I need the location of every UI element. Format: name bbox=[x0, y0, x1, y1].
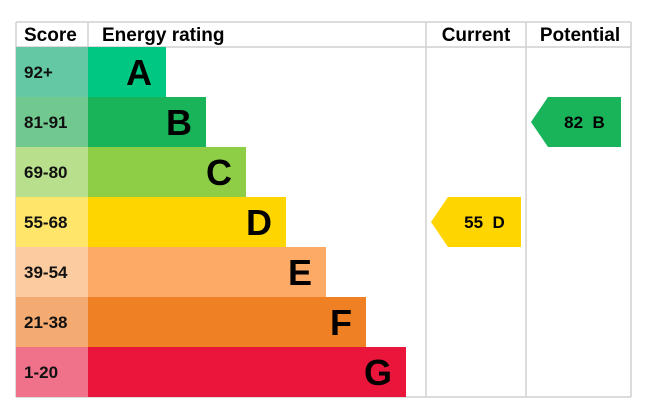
band-bar bbox=[88, 97, 206, 147]
band-letter: D bbox=[246, 202, 272, 243]
score-range-label: 69-80 bbox=[24, 163, 67, 182]
band-row-f: 21-38 F bbox=[16, 297, 366, 347]
band-row-c: 69-80 C bbox=[16, 147, 246, 197]
score-cell bbox=[16, 147, 88, 197]
band-letter: B bbox=[166, 102, 192, 143]
score-range-label: 1-20 bbox=[24, 363, 58, 382]
header-score: Score bbox=[24, 25, 77, 46]
band-row-d: 55-68 D bbox=[16, 197, 286, 247]
band-bar bbox=[88, 347, 406, 397]
current-rating-arrow-shape bbox=[431, 197, 521, 247]
band-bar bbox=[88, 297, 366, 347]
score-cell bbox=[16, 297, 88, 347]
potential-rating-arrow: 82 B bbox=[531, 97, 621, 147]
band-letter: A bbox=[126, 52, 152, 93]
score-range-label: 21-38 bbox=[24, 313, 67, 332]
score-cell bbox=[16, 197, 88, 247]
band-row-e: 39-54 E bbox=[16, 247, 326, 297]
header-current: Current bbox=[442, 25, 511, 46]
band-letter: E bbox=[288, 252, 312, 293]
band-bar bbox=[88, 247, 326, 297]
rating-bands: 92+ A 81-91 B 69-80 C 55-68 D 39-54 E 21-38 F 1-20 G bbox=[16, 47, 406, 397]
band-row-a: 92+ A bbox=[16, 47, 166, 97]
score-cell bbox=[16, 247, 88, 297]
band-row-g: 1-20 G bbox=[16, 347, 406, 397]
band-row-b: 81-91 B bbox=[16, 97, 206, 147]
score-cell bbox=[16, 97, 88, 147]
band-bar bbox=[88, 147, 246, 197]
score-range-label: 55-68 bbox=[24, 213, 67, 232]
current-rating-arrow-label: 55 D bbox=[464, 213, 505, 232]
band-bar bbox=[88, 197, 286, 247]
band-bar bbox=[88, 47, 166, 97]
band-letter: C bbox=[206, 152, 232, 193]
band-letter: G bbox=[364, 352, 392, 393]
header-potential: Potential bbox=[540, 25, 620, 46]
score-range-label: 92+ bbox=[24, 63, 53, 82]
score-cell bbox=[16, 47, 88, 97]
score-range-label: 81-91 bbox=[24, 113, 67, 132]
rating-arrows: 55 D 82 B bbox=[431, 97, 621, 247]
potential-rating-arrow-label: 82 B bbox=[564, 113, 605, 132]
score-range-label: 39-54 bbox=[24, 263, 68, 282]
current-rating-arrow: 55 D bbox=[431, 197, 521, 247]
score-cell bbox=[16, 347, 88, 397]
potential-rating-arrow-shape bbox=[531, 97, 621, 147]
header-energy-rating: Energy rating bbox=[102, 25, 224, 46]
band-letter: F bbox=[330, 302, 352, 343]
